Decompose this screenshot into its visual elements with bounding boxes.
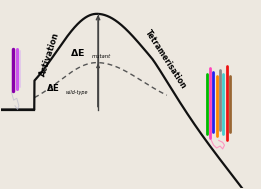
Text: mutant: mutant [92, 53, 111, 59]
Text: wild-type: wild-type [66, 90, 88, 95]
Text: Tetramerisation: Tetramerisation [143, 29, 188, 91]
Text: $\bf{\Delta E}$: $\bf{\Delta E}$ [46, 82, 60, 93]
Text: Activation: Activation [39, 31, 61, 77]
Text: $\bf{\Delta E}$: $\bf{\Delta E}$ [70, 47, 85, 58]
